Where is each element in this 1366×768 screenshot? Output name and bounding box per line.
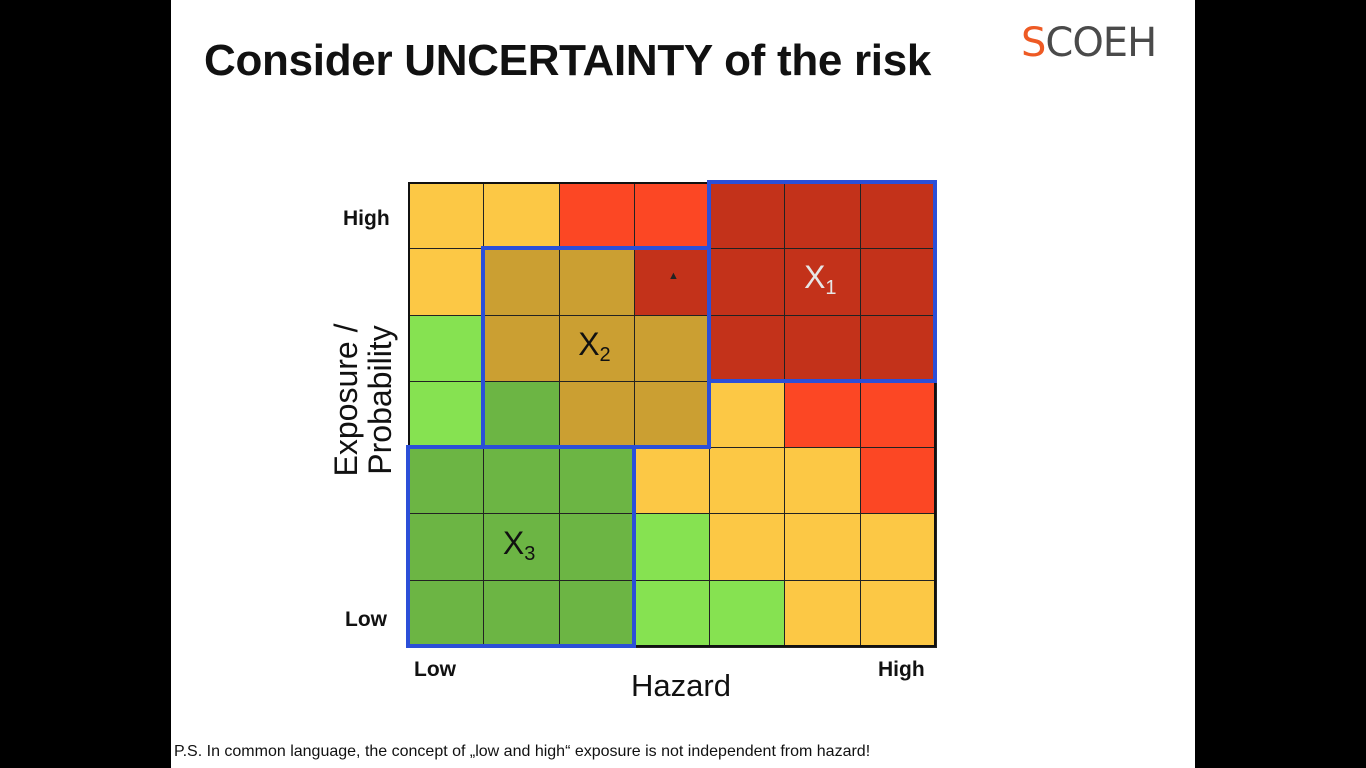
- matrix-cell: [859, 182, 937, 250]
- uncertainty-label-x3: X3: [502, 524, 536, 565]
- matrix-cell: [859, 447, 937, 516]
- matrix-cell: [784, 579, 862, 648]
- matrix-cell: [558, 182, 636, 250]
- matrix-cell: [558, 248, 636, 317]
- matrix-cell: [709, 447, 787, 516]
- matrix-cell: [558, 513, 636, 582]
- matrix-cell: [483, 248, 561, 317]
- matrix-cell: [483, 447, 561, 516]
- matrix-cell: [709, 380, 787, 449]
- matrix-cell: [558, 380, 636, 449]
- matrix-cell: [784, 182, 862, 250]
- matrix-cell: [408, 182, 485, 250]
- y-high-label: High: [343, 207, 390, 230]
- y-low-label: Low: [345, 608, 387, 631]
- y-axis-title: Exposure / Probability: [328, 300, 398, 500]
- risk-matrix: X1 X2 X3: [406, 180, 937, 648]
- matrix-cell: [558, 579, 636, 648]
- uncertainty-label-x2: X2: [578, 325, 611, 366]
- matrix-cell: [709, 314, 787, 383]
- scoeh-logo: SCOEH: [1021, 20, 1157, 66]
- matrix-cell: [859, 579, 937, 648]
- matrix-cell: [633, 248, 711, 317]
- matrix-cell: [709, 579, 787, 648]
- matrix-cell: [859, 513, 937, 582]
- matrix-cell: [709, 513, 787, 582]
- x-axis-title: Hazard: [631, 668, 731, 703]
- matrix-cell: [633, 513, 711, 582]
- mouse-pointer: ▲: [668, 270, 679, 282]
- matrix-cell: [483, 579, 561, 648]
- matrix-cell: [633, 579, 711, 648]
- matrix-cell: [408, 314, 485, 383]
- matrix-cell: [408, 447, 485, 516]
- slide: Consider UNCERTAINTY of the risk SCOEH X…: [171, 0, 1195, 768]
- matrix-cell: [784, 248, 862, 317]
- matrix-cell: [483, 380, 561, 449]
- matrix-cell: [633, 380, 711, 449]
- logo-initial: S: [1021, 20, 1046, 66]
- logo-rest: COEH: [1045, 20, 1157, 66]
- matrix-cell: [483, 314, 561, 383]
- matrix-cell: [633, 447, 711, 516]
- matrix-cell: [558, 314, 636, 383]
- matrix-cell: [408, 579, 485, 648]
- uncertainty-label-x1: X1: [804, 259, 837, 300]
- matrix-cell: [408, 513, 485, 582]
- slide-title: Consider UNCERTAINTY of the risk: [204, 36, 932, 85]
- x-high-label: High: [878, 658, 925, 681]
- matrix-cell: [709, 248, 787, 317]
- matrix-cell: [633, 314, 711, 383]
- matrix-cell: [408, 248, 485, 317]
- matrix-cell: [633, 182, 711, 250]
- matrix-cell: [784, 447, 862, 516]
- footnote: P.S. In common language, the concept of …: [174, 743, 871, 760]
- matrix-cell: [859, 314, 937, 383]
- matrix-cell: [558, 447, 636, 516]
- y-axis-title-line1: Exposure /: [328, 323, 364, 477]
- matrix-cell: [859, 248, 937, 317]
- matrix-cell: [784, 314, 862, 383]
- matrix-cell: [408, 380, 485, 449]
- x-low-label: Low: [414, 658, 456, 681]
- matrix-cell: [784, 380, 862, 449]
- matrix-cell: [859, 380, 937, 449]
- y-axis-title-line2: Probability: [362, 325, 398, 475]
- matrix-cell: [784, 513, 862, 582]
- matrix-cell: [709, 182, 787, 250]
- matrix-cell: [483, 182, 561, 250]
